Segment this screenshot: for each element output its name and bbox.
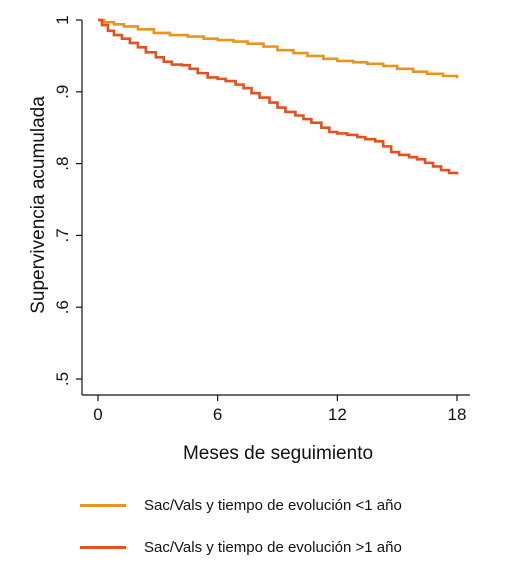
y-tick-label: .7 (53, 228, 72, 242)
plot-area (98, 18, 459, 175)
y-tick-label: .6 (53, 300, 72, 314)
x-axis-title: Meses de seguimiento (183, 443, 373, 464)
legend-swatch-lt1 (80, 503, 126, 507)
y-tick-label: .9 (53, 85, 72, 99)
x-tick-label: 18 (448, 405, 467, 424)
x-tick-label: 12 (328, 405, 347, 424)
y-axis-title: Supervivencia acumulada (28, 96, 49, 314)
survival-chart: .5 .6 .7 .8 .9 1 0 6 12 18 Supervivencia acumula… (28, 15, 470, 464)
legend-item-gt1: Sac/Vals y tiempo de evolución >1 año (80, 536, 402, 558)
series-line-0 (98, 18, 459, 79)
legend-item-lt1: Sac/Vals y tiempo de evolución <1 año (80, 494, 402, 516)
y-tick-label: .5 (53, 372, 72, 386)
legend-label-gt1: Sac/Vals y tiempo de evolución >1 año (144, 538, 402, 556)
x-tick-label: 0 (93, 405, 102, 424)
legend-label-lt1: Sac/Vals y tiempo de evolución <1 año (144, 496, 402, 514)
legend: Sac/Vals y tiempo de evolución <1 año Sa… (80, 494, 402, 578)
series-line-1 (98, 18, 459, 175)
y-tick-label: .8 (53, 157, 72, 171)
legend-swatch-gt1 (80, 545, 126, 549)
x-axis: 0 6 12 18 (82, 394, 470, 424)
y-tick-label: 1 (53, 15, 72, 24)
y-axis: .5 .6 .7 .8 .9 1 (53, 15, 83, 395)
x-tick-label: 6 (213, 405, 222, 424)
